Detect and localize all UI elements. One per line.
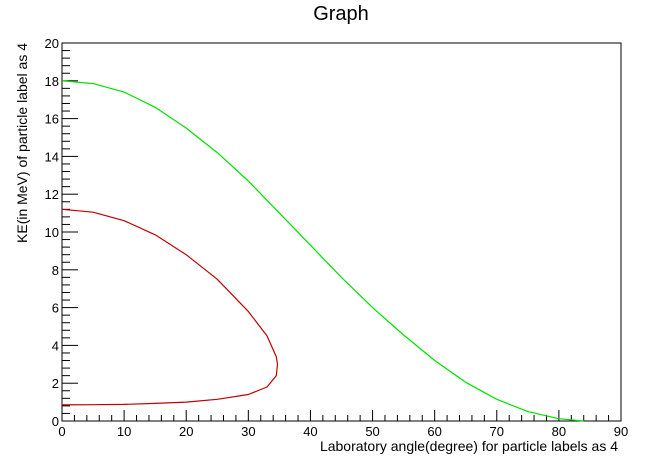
y-tick-label: 6 xyxy=(52,301,59,316)
chart-title: Graph xyxy=(313,3,369,25)
x-tick-label: 40 xyxy=(303,424,317,439)
x-axis-ticks xyxy=(61,410,622,421)
x-tick-label: 60 xyxy=(427,424,441,439)
series-group xyxy=(61,80,584,422)
y-tick-label: 10 xyxy=(45,225,59,240)
y-axis-label: KE(in MeV) of particle label as 4 xyxy=(14,43,30,243)
y-tick-label: 8 xyxy=(52,263,59,278)
series-line-2 xyxy=(61,208,279,406)
y-tick-label: 18 xyxy=(45,74,59,89)
x-axis-tick-labels: 0 10 20 30 40 50 60 70 80 90 xyxy=(58,424,628,439)
y-axis-ticks xyxy=(62,42,78,422)
x-tick-label: 0 xyxy=(58,424,65,439)
y-axis-tick-labels: 0 2 4 6 8 10 12 14 16 18 20 xyxy=(45,36,59,429)
y-tick-label: 20 xyxy=(45,36,59,51)
x-axis-label: Laboratory angle(degree) for particle la… xyxy=(320,438,618,454)
x-tick-label: 10 xyxy=(117,424,131,439)
x-tick-label: 20 xyxy=(179,424,193,439)
series-line-1 xyxy=(61,80,584,422)
y-tick-label: 12 xyxy=(45,187,59,202)
x-tick-label: 90 xyxy=(614,424,628,439)
x-tick-label: 80 xyxy=(552,424,566,439)
plot-frame xyxy=(61,42,622,422)
y-tick-label: 0 xyxy=(52,414,59,429)
x-tick-label: 50 xyxy=(365,424,379,439)
x-tick-label: 70 xyxy=(490,424,504,439)
y-tick-label: 16 xyxy=(45,112,59,127)
x-tick-label: 30 xyxy=(241,424,255,439)
y-tick-label: 4 xyxy=(52,338,59,353)
y-tick-label: 14 xyxy=(45,149,59,164)
y-tick-label: 2 xyxy=(52,376,59,391)
